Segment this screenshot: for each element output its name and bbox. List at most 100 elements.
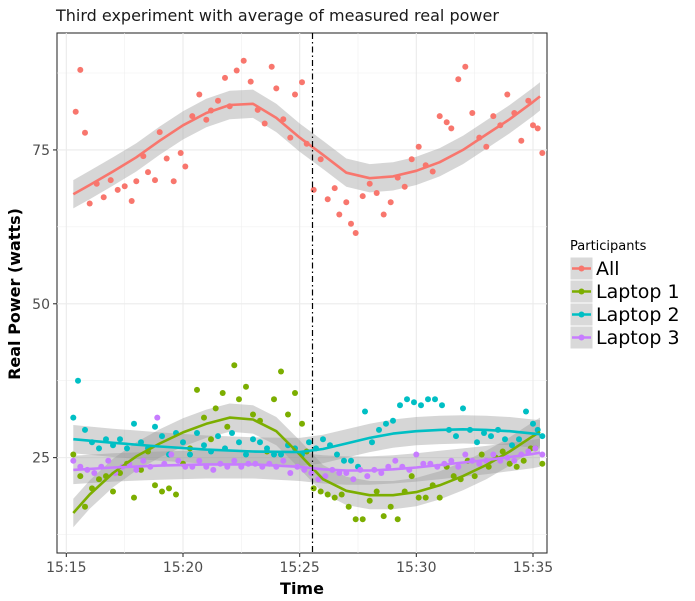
- point-laptop-2: [306, 439, 312, 446]
- point-laptop-2: [453, 433, 459, 440]
- point-all: [128, 198, 135, 204]
- point-laptop-1: [539, 460, 546, 467]
- point-all: [280, 116, 287, 123]
- point-all: [324, 196, 331, 203]
- point-laptop-2: [96, 445, 102, 452]
- point-laptop-3: [70, 457, 77, 464]
- point-all: [310, 186, 317, 193]
- point-all: [331, 185, 338, 192]
- point-laptop-3: [133, 466, 140, 473]
- x-tick-label: 15:25: [279, 560, 319, 576]
- point-laptop-3: [525, 448, 532, 455]
- point-all: [336, 211, 343, 218]
- point-laptop-1: [271, 396, 277, 403]
- point-all: [436, 113, 443, 120]
- point-laptop-3: [91, 470, 98, 476]
- point-all: [518, 137, 525, 144]
- point-laptop-2: [229, 430, 235, 436]
- point-laptop-1: [408, 473, 415, 480]
- point-all: [100, 194, 107, 201]
- point-laptop-2: [488, 433, 494, 440]
- point-all: [196, 91, 203, 98]
- point-all: [247, 78, 254, 85]
- point-laptop-2: [425, 396, 431, 403]
- point-laptop-1: [310, 485, 317, 492]
- x-tick-label: 15:35: [513, 560, 553, 576]
- point-laptop-3: [364, 473, 371, 480]
- point-all: [525, 97, 532, 104]
- legend-item-laptop-1: Laptop 1: [569, 279, 680, 304]
- point-laptop-2: [320, 436, 326, 443]
- point-laptop-1: [352, 516, 359, 523]
- point-laptop-3: [476, 460, 483, 467]
- point-laptop-3: [154, 414, 161, 421]
- point-all: [222, 74, 228, 81]
- point-laptop-2: [383, 420, 389, 427]
- point-all: [380, 211, 387, 218]
- y-axis-ticks: 25 50 75: [32, 143, 57, 467]
- point-laptop-1: [117, 470, 123, 476]
- point-all: [273, 85, 280, 92]
- point-all: [182, 163, 189, 170]
- trend-lines: [72, 95, 541, 514]
- point-laptop-3: [490, 451, 497, 458]
- legend-item-laptop-3: Laptop 3: [569, 325, 680, 350]
- point-laptop-1: [219, 390, 226, 396]
- legend-label: Laptop 3: [596, 327, 680, 349]
- point-all: [170, 178, 177, 185]
- point-laptop-2: [481, 430, 487, 436]
- point-all: [455, 76, 462, 83]
- legend-key-point: [578, 265, 585, 272]
- point-laptop-2: [530, 420, 536, 427]
- point-laptop-1: [224, 423, 231, 430]
- point-laptop-3: [462, 451, 469, 458]
- point-laptop-3: [322, 473, 329, 480]
- point-all: [299, 79, 305, 86]
- point-laptop-1: [131, 494, 137, 501]
- point-all: [261, 120, 268, 127]
- point-all: [534, 125, 541, 132]
- point-laptop-2: [201, 442, 207, 449]
- point-laptop-3: [196, 457, 203, 464]
- point-laptop-2: [404, 396, 410, 403]
- point-laptop-2: [75, 377, 81, 384]
- x-axis-title: Time: [280, 579, 324, 598]
- point-laptop-2: [439, 402, 445, 409]
- point-all: [240, 57, 247, 64]
- point-laptop-1: [285, 411, 291, 418]
- point-laptop-3: [392, 457, 399, 464]
- point-laptop-2: [236, 439, 242, 446]
- point-laptop-3: [511, 457, 518, 464]
- point-laptop-1: [82, 503, 88, 510]
- point-laptop-3: [210, 466, 217, 473]
- point-all: [387, 199, 394, 206]
- point-laptop-1: [436, 494, 443, 501]
- point-laptop-2: [103, 436, 109, 443]
- point-laptop-3: [350, 476, 357, 483]
- point-laptop-1: [250, 411, 256, 418]
- point-laptop-1: [299, 420, 305, 427]
- point-all: [469, 110, 476, 116]
- point-all: [163, 155, 170, 162]
- legend-label: Laptop 1: [596, 281, 680, 303]
- point-laptop-3: [175, 457, 182, 464]
- point-all: [177, 150, 184, 156]
- point-laptop-2: [124, 445, 130, 452]
- point-laptop-1: [173, 491, 179, 498]
- point-laptop-1: [415, 494, 422, 501]
- chart-title: Third experiment with average of measure…: [55, 6, 499, 25]
- point-laptop-1: [345, 503, 352, 510]
- point-all: [189, 113, 196, 120]
- legend-key-point: [578, 288, 585, 295]
- point-all: [268, 63, 275, 70]
- point-laptop-2: [348, 457, 354, 464]
- point-laptop-1: [201, 414, 207, 421]
- point-all: [107, 177, 114, 184]
- point-laptop-2: [257, 439, 263, 446]
- point-laptop-1: [166, 485, 172, 492]
- point-laptop-2: [516, 436, 522, 443]
- point-all: [72, 108, 79, 115]
- point-laptop-1: [520, 457, 527, 464]
- y-tick-label: 50: [32, 297, 50, 313]
- point-laptop-2: [523, 408, 529, 415]
